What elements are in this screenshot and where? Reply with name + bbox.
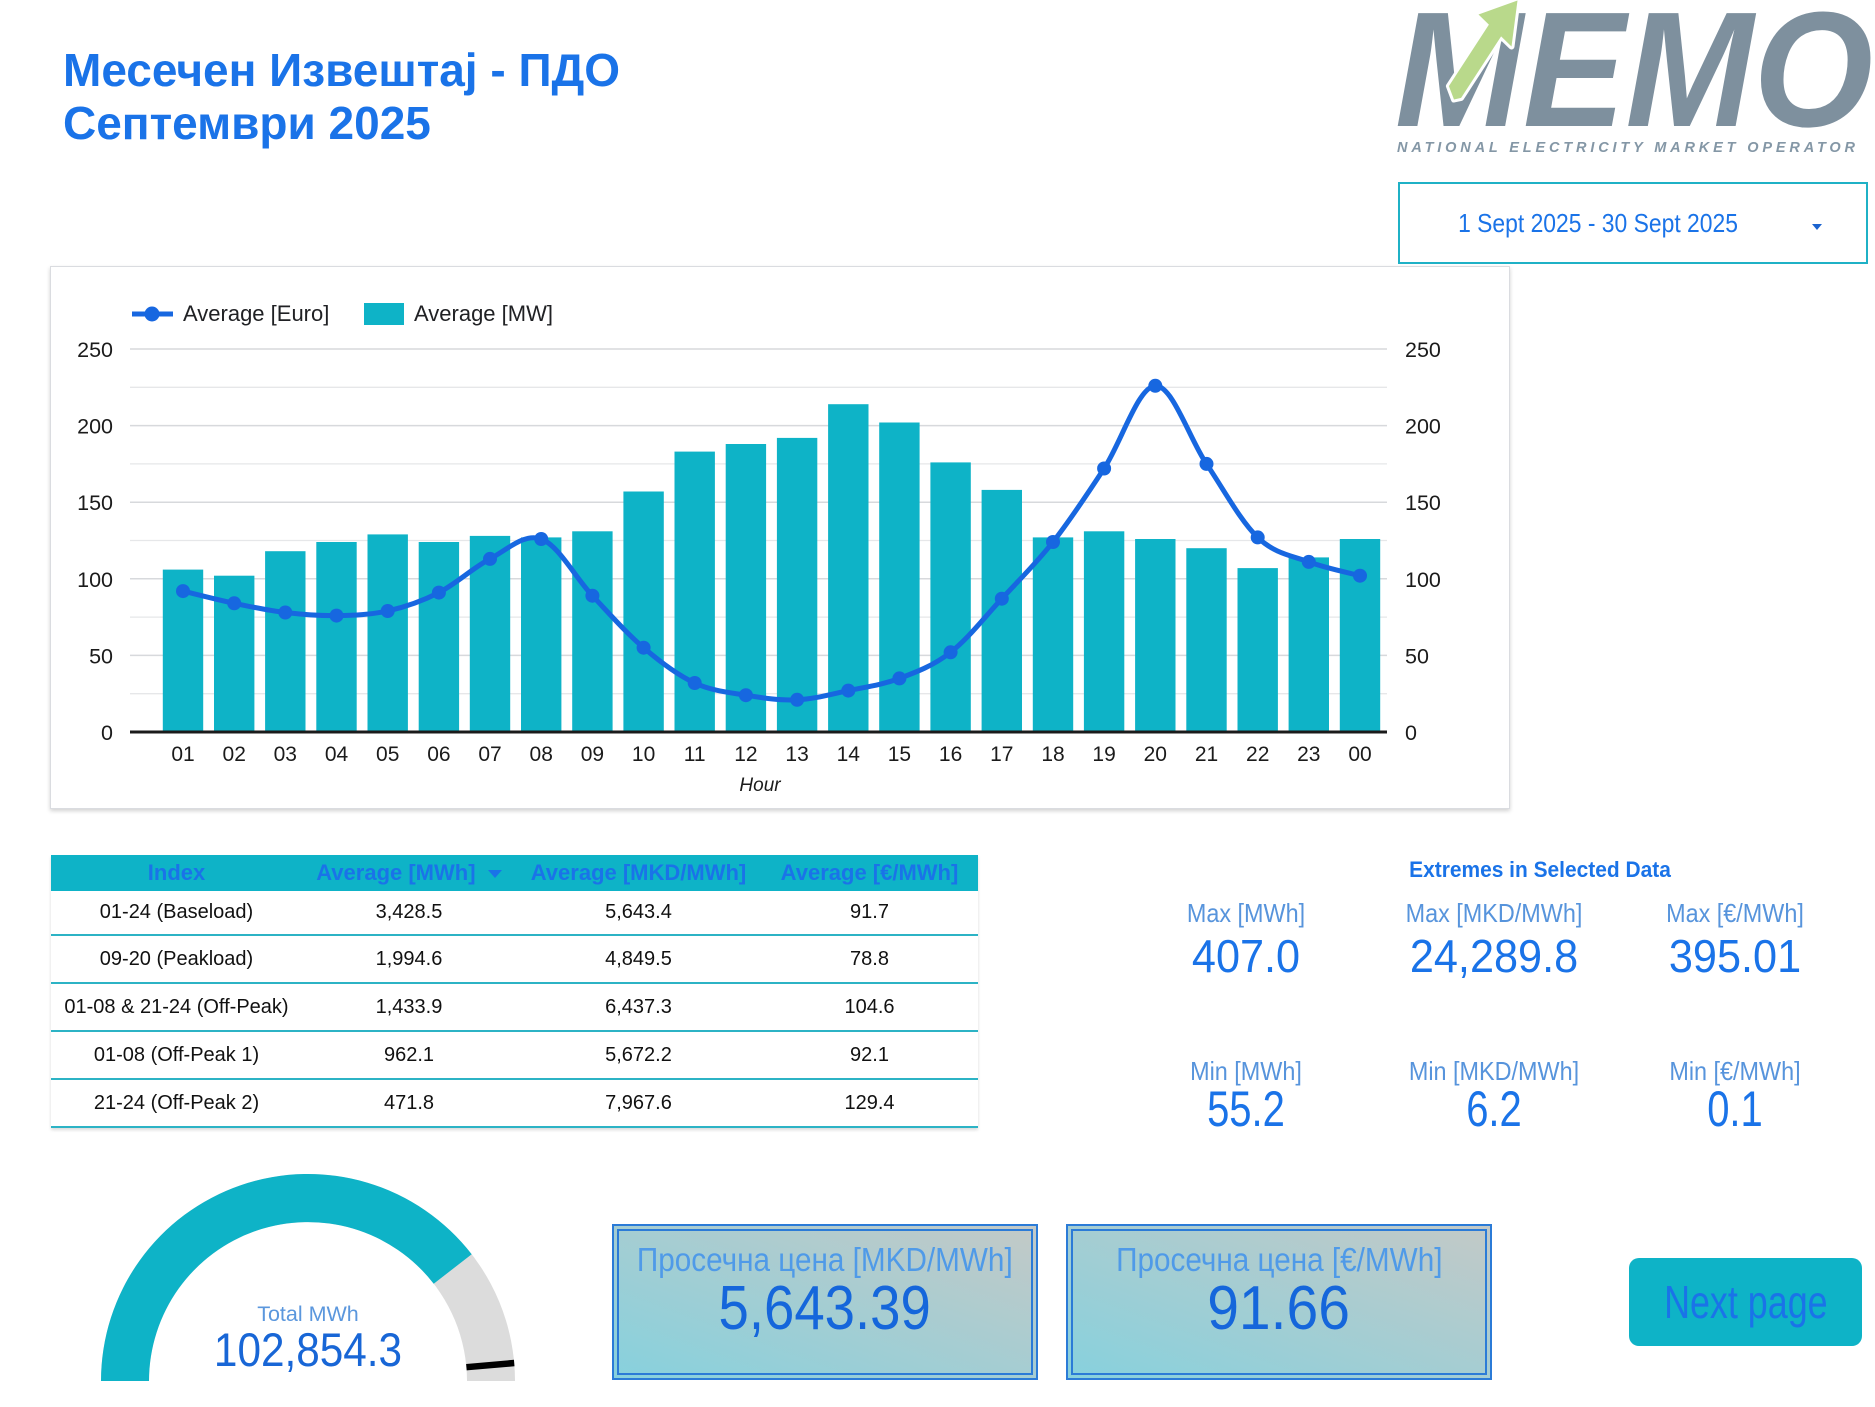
svg-text:13: 13 xyxy=(785,743,808,766)
svg-text:21: 21 xyxy=(1195,743,1218,766)
svg-text:250: 250 xyxy=(1405,338,1441,362)
svg-text:19: 19 xyxy=(1092,743,1115,766)
svg-text:150: 150 xyxy=(77,491,113,515)
svg-text:0: 0 xyxy=(101,721,113,745)
svg-text:06: 06 xyxy=(427,743,450,766)
svg-text:Average [Euro]: Average [Euro] xyxy=(183,301,329,326)
svg-text:11: 11 xyxy=(684,743,706,766)
svg-text:NATIONAL ELECTRICITY MARKET OP: NATIONAL ELECTRICITY MARKET OPERATOR xyxy=(1397,140,1856,156)
svg-text:200: 200 xyxy=(1405,415,1441,439)
svg-text:100: 100 xyxy=(77,568,113,592)
svg-text:02: 02 xyxy=(223,743,246,766)
svg-text:200: 200 xyxy=(77,415,113,439)
svg-text:100: 100 xyxy=(1405,568,1441,592)
svg-text:17: 17 xyxy=(990,743,1013,766)
svg-text:07: 07 xyxy=(478,743,501,766)
svg-text:08: 08 xyxy=(530,743,553,766)
svg-text:22: 22 xyxy=(1246,743,1269,766)
svg-text:15: 15 xyxy=(888,743,911,766)
svg-text:Hour: Hour xyxy=(739,775,781,796)
svg-text:50: 50 xyxy=(89,644,113,668)
svg-text:04: 04 xyxy=(325,743,349,766)
svg-text:09: 09 xyxy=(581,743,604,766)
svg-text:12: 12 xyxy=(734,743,757,766)
svg-text:20: 20 xyxy=(1144,743,1167,766)
svg-text:00: 00 xyxy=(1348,743,1371,766)
svg-text:250: 250 xyxy=(77,338,113,362)
svg-text:Total MWh: Total MWh xyxy=(257,1302,359,1326)
svg-text:10: 10 xyxy=(632,743,655,766)
svg-text:01: 01 xyxy=(171,743,194,766)
svg-text:23: 23 xyxy=(1297,743,1320,766)
svg-text:03: 03 xyxy=(274,743,297,766)
svg-text:50: 50 xyxy=(1405,644,1429,668)
svg-text:Average [MW]: Average [MW] xyxy=(414,301,553,326)
svg-text:16: 16 xyxy=(939,743,962,766)
svg-text:05: 05 xyxy=(376,743,399,766)
svg-text:102,854.3: 102,854.3 xyxy=(214,1325,402,1377)
svg-text:18: 18 xyxy=(1041,743,1064,766)
svg-text:14: 14 xyxy=(837,743,861,766)
svg-text:0: 0 xyxy=(1405,721,1417,745)
svg-text:150: 150 xyxy=(1405,491,1441,515)
